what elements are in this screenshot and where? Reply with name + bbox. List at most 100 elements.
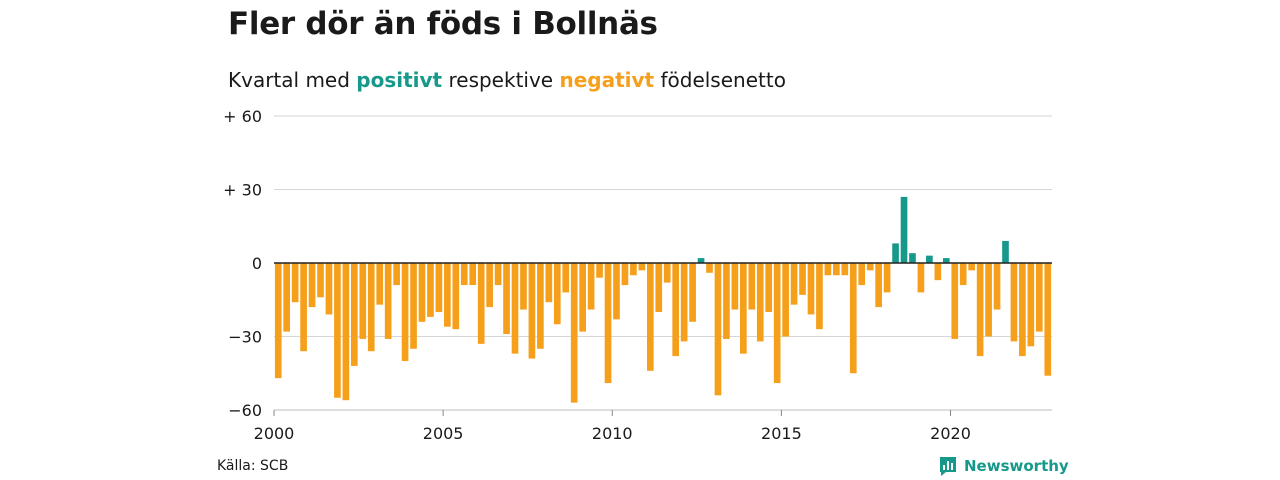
bar [680, 263, 688, 342]
bar [1019, 263, 1026, 357]
bar [892, 243, 899, 263]
bar [537, 263, 544, 349]
brand-logo: Newsworthy [938, 456, 1069, 476]
bar [283, 263, 291, 332]
bar [782, 263, 789, 337]
bar [883, 263, 891, 293]
bar [410, 263, 417, 349]
bar [917, 263, 925, 293]
bar [300, 263, 307, 352]
bar [672, 263, 680, 357]
subtitle-positive-word: positivt [356, 68, 443, 92]
bar [951, 263, 959, 339]
x-tick-label: 2005 [423, 424, 464, 443]
bar [579, 263, 586, 332]
bar [816, 263, 823, 330]
subtitle-middle: respektive [442, 68, 560, 92]
bar [926, 255, 933, 263]
bar [621, 263, 629, 286]
bar [714, 263, 722, 396]
bar [511, 263, 519, 354]
bar [562, 263, 570, 293]
bar [545, 263, 553, 303]
bar [841, 263, 849, 276]
bar [367, 263, 375, 352]
bar [435, 263, 443, 312]
bar [866, 263, 874, 271]
bar [334, 263, 341, 398]
x-tick-label: 2015 [761, 424, 802, 443]
bar [494, 263, 502, 286]
bar [553, 263, 561, 325]
bar [849, 263, 857, 374]
bar [790, 263, 798, 305]
brand-name: Newsworthy [964, 457, 1069, 475]
bar [274, 263, 282, 379]
bar [613, 263, 620, 320]
bar [427, 263, 434, 317]
bar [976, 263, 984, 357]
bar-chart-speech-bubble-icon [940, 457, 956, 476]
x-tick-label: 2000 [254, 424, 295, 443]
bar [934, 263, 942, 281]
bar [460, 263, 468, 286]
y-tick-label: −60 [228, 401, 262, 420]
y-tick-label: + 30 [223, 181, 262, 200]
bar [858, 263, 866, 286]
bar [723, 263, 730, 339]
bar [393, 263, 400, 286]
bar [824, 263, 832, 276]
bar [875, 263, 882, 308]
bar [596, 263, 603, 278]
bar [351, 263, 358, 366]
bar [968, 263, 975, 271]
bar [452, 263, 460, 330]
y-tick-label: −30 [228, 328, 262, 347]
axes: + 60 + 30 0 −30 −60 2000 2005 2010 2015 2020 [223, 107, 1052, 443]
bar [401, 263, 409, 361]
subtitle-prefix: Kvartal med [228, 68, 357, 92]
bar [799, 263, 806, 295]
bar [833, 263, 840, 276]
bar [985, 263, 992, 337]
bar [756, 263, 764, 342]
bar [384, 263, 392, 339]
bar [1027, 263, 1035, 347]
bar [528, 263, 536, 359]
bar [706, 263, 713, 273]
bar [663, 263, 671, 283]
bar [587, 263, 595, 310]
bar [630, 263, 637, 276]
bar [317, 263, 324, 298]
bar [655, 263, 663, 312]
x-tick-label: 2010 [592, 424, 633, 443]
bar [689, 263, 696, 322]
bar [909, 253, 916, 263]
bar [638, 263, 646, 271]
bar [486, 263, 493, 308]
bar [697, 258, 705, 263]
x-tick-label: 2020 [930, 424, 971, 443]
bar [444, 263, 451, 327]
bar [765, 263, 773, 312]
bar [418, 263, 426, 322]
bar [748, 263, 756, 310]
y-tick-label: 0 [252, 254, 262, 273]
bar [646, 263, 654, 371]
bar [308, 263, 316, 308]
subtitle-negative-word: negativt [559, 68, 655, 92]
bar [376, 263, 384, 305]
bar [477, 263, 485, 344]
bar [469, 263, 477, 286]
bar [342, 263, 350, 401]
bar [1035, 263, 1043, 332]
chart-subtitle: Kvartal med positivt respektive negativt… [228, 68, 786, 92]
bar [359, 263, 367, 339]
subtitle-suffix: födelsenetto [654, 68, 786, 92]
bar [291, 263, 299, 303]
bar [773, 263, 781, 384]
bar [807, 263, 815, 315]
y-tick-label: + 60 [223, 107, 262, 126]
bar [325, 263, 333, 315]
